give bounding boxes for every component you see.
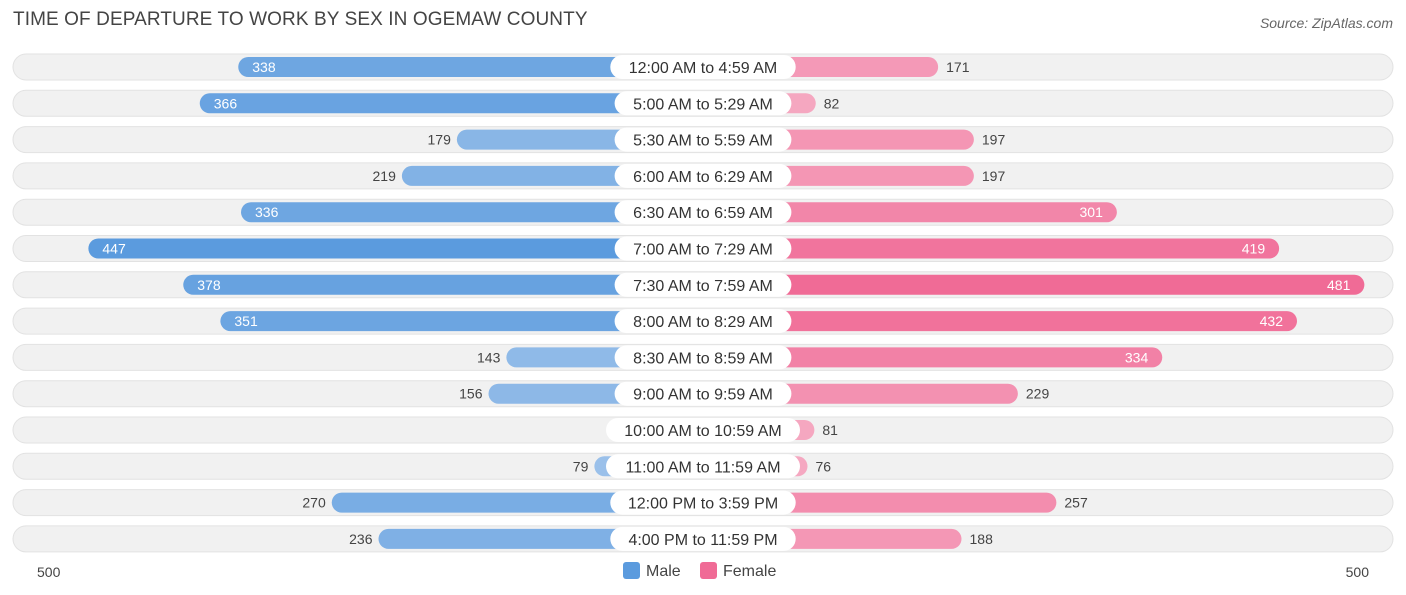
male-value-label: 156 (459, 386, 483, 402)
female-bar (693, 202, 1117, 223)
female-bar (693, 347, 1163, 368)
category-label: 5:00 AM to 5:29 AM (633, 96, 773, 113)
female-value-label: 419 (1242, 241, 1266, 257)
legend-male-label: Male (646, 563, 681, 580)
category-pill (614, 309, 792, 334)
category-pill (614, 236, 792, 261)
category-pill (614, 200, 792, 225)
category-pill (614, 272, 792, 297)
male-value-label: 366 (214, 95, 238, 111)
male-value-label: 179 (428, 132, 452, 148)
category-pill (614, 91, 792, 116)
female-bar (693, 311, 1297, 332)
male-value-label: 236 (349, 531, 373, 547)
category-label: 11:00 AM to 11:59 AM (625, 459, 780, 476)
male-value-label: 447 (102, 241, 126, 257)
category-pill (610, 526, 796, 551)
legend-female-swatch (700, 562, 717, 579)
category-label: 8:00 AM to 8:29 AM (633, 314, 773, 331)
male-value-label: 219 (373, 168, 397, 184)
male-value-label: 336 (255, 204, 279, 220)
female-value-label: 197 (982, 168, 1006, 184)
category-label: 4:00 PM to 11:59 PM (628, 532, 777, 549)
category-label: 10:00 AM to 10:59 AM (624, 423, 781, 440)
category-pill (606, 418, 800, 442)
category-label: 5:30 AM to 5:59 AM (633, 133, 773, 150)
category-label: 12:00 AM to 4:59 AM (629, 60, 778, 77)
female-value-label: 481 (1327, 277, 1351, 293)
category-pill (610, 55, 796, 79)
female-value-label: 171 (946, 59, 970, 75)
male-bar (199, 93, 713, 114)
category-label: 8:30 AM to 8:59 AM (633, 350, 773, 367)
female-bar (693, 238, 1280, 259)
female-value-label: 197 (982, 132, 1006, 148)
chart-title: TIME OF DEPARTURE TO WORK BY SEX IN OGEM… (13, 9, 588, 30)
female-value-label: 432 (1260, 313, 1284, 329)
legend-female-label: Female (723, 563, 776, 580)
category-label: 6:00 AM to 6:29 AM (633, 169, 773, 186)
male-bar (241, 202, 713, 223)
chart-source: Source: ZipAtlas.com (1259, 15, 1393, 31)
category-label: 7:30 AM to 7:59 AM (633, 278, 773, 295)
axis-left-label: 500 (37, 564, 61, 580)
category-pill (614, 163, 792, 188)
female-value-label: 257 (1064, 495, 1088, 511)
axis-right-label: 500 (1346, 564, 1370, 580)
category-label: 12:00 PM to 3:59 PM (628, 496, 778, 513)
male-value-label: 338 (252, 59, 276, 75)
male-bar (220, 311, 713, 332)
female-value-label: 82 (824, 95, 840, 111)
category-label: 9:00 AM to 9:59 AM (633, 387, 773, 404)
female-value-label: 301 (1080, 204, 1104, 220)
male-bar (88, 238, 713, 259)
legend-male-swatch (623, 562, 640, 579)
female-value-label: 334 (1125, 349, 1149, 365)
male-bar (183, 274, 713, 295)
male-value-label: 143 (477, 349, 501, 365)
category-pill (606, 454, 800, 479)
female-value-label: 81 (822, 422, 838, 438)
female-value-label: 188 (970, 531, 994, 547)
female-bar (693, 274, 1365, 295)
male-value-label: 378 (197, 277, 221, 293)
female-value-label: 229 (1026, 386, 1050, 402)
category-label: 7:00 AM to 7:29 AM (633, 242, 773, 259)
male-value-label: 79 (573, 458, 589, 474)
male-bar (238, 57, 713, 77)
male-value-label: 270 (302, 495, 326, 511)
category-pill (614, 381, 792, 406)
category-pill (610, 490, 796, 515)
category-label: 6:30 AM to 6:59 AM (633, 205, 773, 222)
category-pill (614, 345, 792, 370)
male-value-label: 351 (234, 313, 258, 329)
category-pill (614, 127, 792, 152)
female-value-label: 76 (816, 458, 832, 474)
